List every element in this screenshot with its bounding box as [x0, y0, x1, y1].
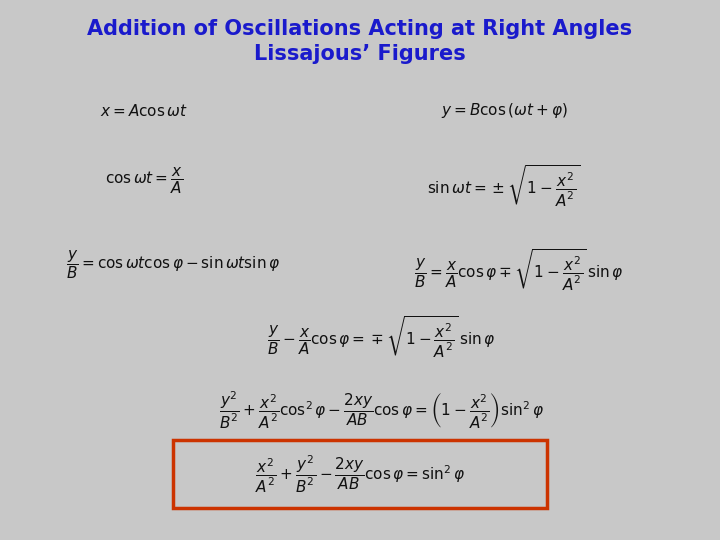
- Text: $\dfrac{y}{B} = \cos\omega t\cos\varphi - \sin\omega t\sin\varphi$: $\dfrac{y}{B} = \cos\omega t\cos\varphi …: [66, 248, 280, 281]
- Text: $\dfrac{y}{B} - \dfrac{x}{A}\cos\varphi = \mp\sqrt{1 - \dfrac{x^2}{A^2}}\,\sin\v: $\dfrac{y}{B} - \dfrac{x}{A}\cos\varphi …: [267, 315, 496, 360]
- Text: $\dfrac{y}{B} = \dfrac{x}{A}\cos\varphi \mp \sqrt{1 - \dfrac{x^2}{A^2}}\,\sin\va: $\dfrac{y}{B} = \dfrac{x}{A}\cos\varphi …: [413, 247, 624, 293]
- Text: Addition of Oscillations Acting at Right Angles
Lissajous’ Figures: Addition of Oscillations Acting at Right…: [87, 19, 633, 64]
- Text: $\sin\omega t = \pm\sqrt{1 - \dfrac{x^2}{A^2}}$: $\sin\omega t = \pm\sqrt{1 - \dfrac{x^2}…: [428, 164, 580, 209]
- Text: $y = B\cos\left(\omega t + \varphi\right)$: $y = B\cos\left(\omega t + \varphi\right…: [441, 101, 567, 120]
- Text: $\cos\omega t = \dfrac{x}{A}$: $\cos\omega t = \dfrac{x}{A}$: [105, 166, 183, 196]
- Text: $\dfrac{x^2}{A^2} + \dfrac{y^2}{B^2} - \dfrac{2xy}{AB}\cos\varphi = \sin^2\varph: $\dfrac{x^2}{A^2} + \dfrac{y^2}{B^2} - \…: [255, 454, 465, 495]
- Text: $\dfrac{y^2}{B^2} + \dfrac{x^2}{A^2}\cos^2\varphi - \dfrac{2xy}{AB}\cos\varphi =: $\dfrac{y^2}{B^2} + \dfrac{x^2}{A^2}\cos…: [219, 390, 544, 431]
- Text: $x = A\cos\omega t$: $x = A\cos\omega t$: [100, 103, 188, 119]
- FancyBboxPatch shape: [173, 440, 547, 508]
